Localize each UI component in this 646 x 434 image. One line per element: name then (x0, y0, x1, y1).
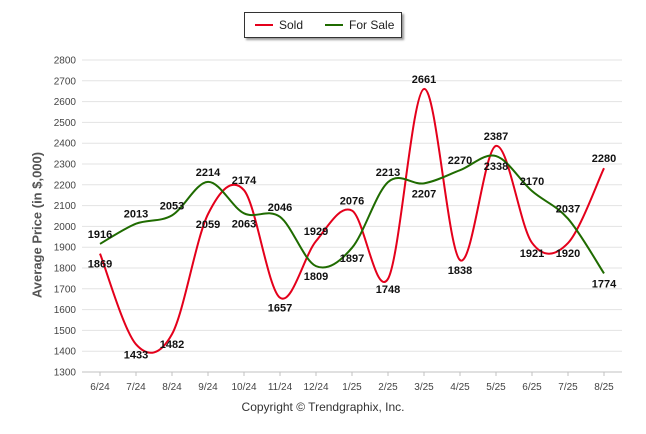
data-label-sold-7: 2076 (340, 196, 364, 208)
x-tick-label-3-25: 3/25 (414, 382, 434, 393)
data-label-for-sale-11: 2338 (484, 161, 508, 173)
data-label-for-sale-14: 1774 (592, 278, 617, 290)
data-label-for-sale-8: 2213 (376, 167, 400, 179)
y-tick-label-2800: 2800 (54, 56, 77, 67)
data-label-sold-9: 2661 (412, 74, 436, 86)
data-label-for-sale-9: 2207 (412, 188, 436, 200)
x-tick-label-12-24: 12/24 (303, 382, 328, 393)
y-axis-label: Average Price (in $,000) (29, 151, 45, 299)
x-tick-label-8-25: 8/25 (594, 382, 614, 393)
y-tick-label-1800: 1800 (54, 264, 77, 275)
y-tick-label-2100: 2100 (54, 201, 77, 212)
y-tick-label-1900: 1900 (54, 243, 77, 254)
y-tick-label-1500: 1500 (54, 326, 77, 337)
y-tick-label-2600: 2600 (54, 97, 77, 108)
x-tick-label-1-25: 1/25 (342, 382, 362, 393)
data-label-sold-2: 1482 (160, 339, 184, 351)
y-tick-label-2000: 2000 (54, 222, 77, 233)
data-label-for-sale-7: 1897 (340, 253, 364, 265)
plot-area (82, 60, 622, 372)
data-label-sold-5: 1657 (268, 303, 292, 315)
data-label-sold-6: 1929 (304, 226, 328, 238)
legend-item-sold[interactable]: Sold (255, 18, 303, 32)
data-label-for-sale-5: 2046 (268, 202, 292, 214)
legend-item-for-sale[interactable]: For Sale (325, 18, 394, 32)
data-label-for-sale-6: 1809 (304, 271, 328, 283)
data-label-for-sale-13: 2037 (556, 204, 580, 216)
series-line-for-sale (99, 154, 605, 274)
data-label-for-sale-3: 2214 (196, 167, 221, 179)
x-tick-label-7-24: 7/24 (126, 382, 146, 393)
x-tick-label-11-24: 11/24 (268, 382, 293, 393)
y-tick-label-1300: 1300 (54, 368, 77, 379)
data-label-for-sale-1: 2013 (124, 209, 148, 221)
x-tick-label-2-25: 2/25 (378, 382, 398, 393)
data-label-for-sale-12: 2170 (520, 176, 544, 188)
data-label-sold-4: 2174 (232, 175, 257, 187)
x-tick-label-7-25: 7/25 (558, 382, 578, 393)
data-label-sold-13: 1920 (556, 248, 580, 260)
legend-swatch-sold (255, 24, 273, 26)
x-tick-label-6-24: 6/24 (90, 382, 110, 393)
legend-swatch-for-sale (325, 24, 344, 26)
x-tick-label-5-25: 5/25 (486, 382, 506, 393)
data-label-sold-3: 2059 (196, 219, 220, 231)
legend: Sold For Sale (244, 12, 402, 38)
y-tick-label-2500: 2500 (54, 118, 77, 129)
y-tick-label-1600: 1600 (54, 305, 77, 316)
data-label-sold-8: 1748 (376, 284, 400, 296)
legend-label-sold: Sold (279, 18, 304, 32)
data-label-sold-10: 1838 (448, 265, 472, 277)
y-tick-label-2200: 2200 (54, 180, 77, 191)
y-tick-label-1700: 1700 (54, 284, 77, 295)
data-label-sold-11: 2387 (484, 131, 508, 143)
data-label-sold-12: 1921 (520, 248, 544, 260)
x-tick-label-4-25: 4/25 (450, 382, 470, 393)
y-tick-label-2300: 2300 (54, 160, 77, 171)
legend-label-for-sale: For Sale (349, 18, 395, 32)
data-label-for-sale-10: 2270 (448, 155, 472, 167)
data-label-for-sale-2: 2053 (160, 200, 184, 212)
y-tick-label-1400: 1400 (54, 347, 77, 358)
x-tick-label-6-25: 6/25 (522, 382, 542, 393)
series-line-sold (99, 87, 605, 354)
copyright-text: Copyright © Trendgraphix, Inc. (241, 400, 405, 414)
data-label-sold-0: 1869 (88, 259, 112, 271)
data-label-for-sale-0: 1916 (88, 229, 112, 241)
data-label-for-sale-4: 2063 (232, 218, 256, 230)
x-tick-label-8-24: 8/24 (162, 382, 182, 393)
y-tick-label-2700: 2700 (54, 76, 77, 87)
data-label-sold-1: 1433 (124, 349, 148, 361)
x-tick-label-9-24: 9/24 (198, 382, 218, 393)
x-tick-label-10-24: 10/24 (231, 382, 256, 393)
data-label-sold-14: 2280 (592, 153, 616, 165)
y-tick-label-2400: 2400 (54, 139, 77, 150)
